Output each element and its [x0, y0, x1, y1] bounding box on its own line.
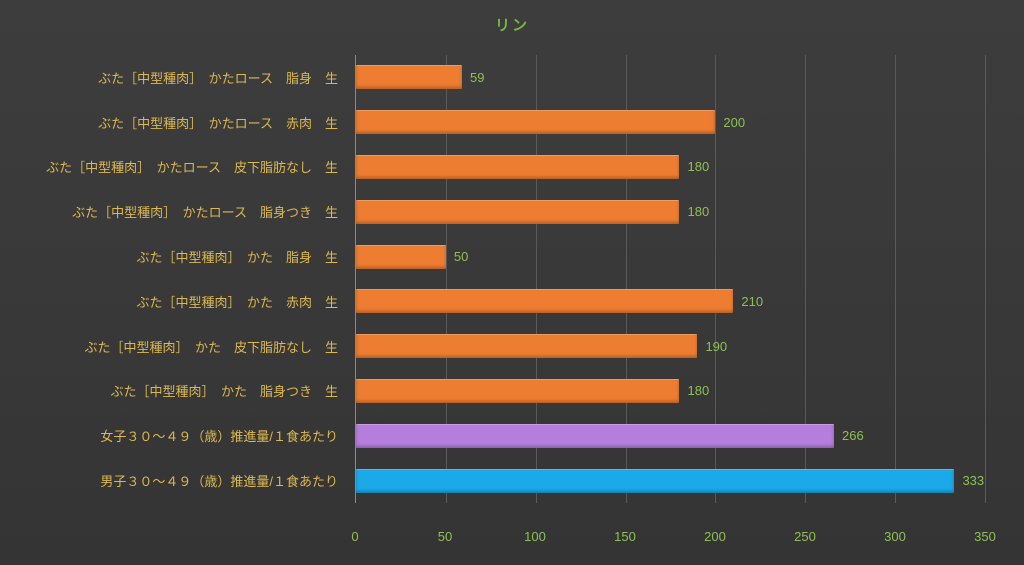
value-label: 50 [453, 249, 469, 265]
category-label: ぶた［中型種肉］ かた 赤肉 生 [136, 294, 338, 310]
bar[interactable] [356, 154, 680, 179]
x-tick-label: 350 [974, 529, 996, 544]
bar-row: 50 [356, 234, 985, 279]
category-label: 女子３０～４９（歳）推進量/１食あたり [100, 429, 338, 445]
bar[interactable] [356, 468, 955, 493]
x-tick-label: 300 [884, 529, 906, 544]
bar[interactable] [356, 334, 698, 359]
bar[interactable] [356, 199, 680, 224]
x-tick-label: 0 [351, 529, 359, 544]
bar-row: 333 [356, 458, 985, 503]
bar-row: 180 [356, 145, 985, 190]
value-label: 190 [705, 338, 728, 354]
category-label: ぶた［中型種肉］ かたロース 赤肉 生 [98, 115, 338, 131]
plot-area: 59 200 180 180 50 210 190 180 266 333 [355, 55, 986, 503]
value-label: 333 [962, 473, 985, 489]
value-label: 266 [842, 428, 864, 444]
x-tick-label: 100 [524, 529, 546, 544]
category-label: ぶた［中型種肉］ かたロース 脂身つき 生 [72, 205, 338, 221]
bar-rows: 59 200 180 180 50 210 190 180 266 333 [356, 55, 985, 503]
bar[interactable] [356, 378, 680, 403]
x-tick-label: 150 [614, 529, 636, 544]
category-label: ぶた［中型種肉］ かたロース 脂身 生 [98, 70, 338, 86]
bar[interactable] [356, 65, 463, 90]
bar-row: 59 [356, 55, 985, 100]
chart-title: リン [494, 17, 529, 34]
bar-row: 180 [356, 369, 985, 414]
value-label: 210 [741, 293, 764, 309]
value-label: 200 [723, 114, 746, 130]
bar[interactable] [356, 289, 734, 314]
value-label: 180 [687, 204, 710, 220]
bar-row: 190 [356, 324, 985, 369]
x-tick-label: 200 [704, 529, 726, 544]
x-tick-label: 250 [794, 529, 816, 544]
x-axis: 0 50 100 150 200 250 300 350 [351, 523, 995, 547]
category-label: ぶた［中型種肉］ かたロース 皮下脂肪なし 生 [46, 160, 338, 176]
bar-row: 180 [356, 189, 985, 234]
bar-row: 266 [356, 413, 985, 458]
bar[interactable] [356, 110, 716, 135]
category-label: ぶた［中型種肉］ かた 脂身 生 [136, 250, 338, 266]
bar[interactable] [356, 423, 835, 448]
category-label: ぶた［中型種肉］ かた 脂身つき 生 [110, 384, 338, 400]
bar-row: 200 [356, 100, 985, 145]
value-label: 59 [470, 69, 485, 85]
category-labels: ぶた［中型種肉］ かたロース 脂身 生ぶた［中型種肉］ かたロース 赤肉 生ぶた… [0, 55, 348, 503]
value-label: 180 [687, 383, 710, 399]
value-label: 180 [687, 159, 710, 175]
bar[interactable] [356, 244, 446, 269]
gridline [985, 55, 986, 503]
category-label: ぶた［中型種肉］ かた 皮下脂肪なし 生 [84, 339, 338, 355]
x-tick-label: 50 [437, 529, 453, 544]
category-label: 男子３０～４９（歳）推進量/１食あたり [100, 474, 338, 490]
bar-row: 210 [356, 279, 985, 324]
